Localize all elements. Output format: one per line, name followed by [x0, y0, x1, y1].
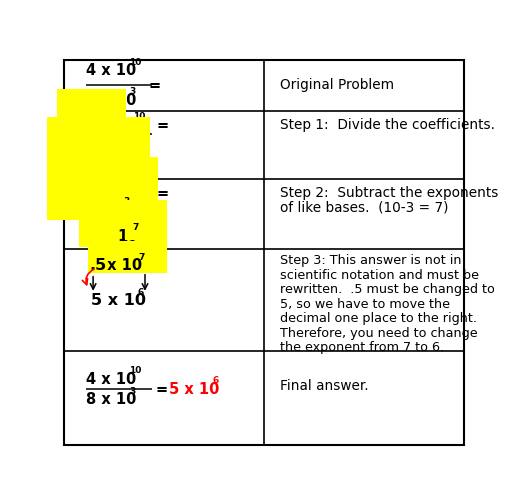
Text: 8 x 10: 8 x 10: [87, 92, 136, 108]
Text: 5 x 10: 5 x 10: [91, 293, 146, 308]
Text: x 10: x 10: [96, 118, 136, 133]
Text: 10: 10: [129, 366, 142, 376]
Text: =: =: [156, 118, 168, 133]
Text: decimal one place to the right.: decimal one place to the right.: [280, 312, 477, 325]
Text: the exponent from 7 to 6.: the exponent from 7 to 6.: [280, 341, 444, 354]
Text: 8: 8: [87, 135, 97, 150]
Text: 5 x 10: 5 x 10: [169, 382, 219, 397]
Text: =: =: [156, 186, 168, 200]
Text: x 10: x 10: [96, 135, 136, 150]
Text: 3: 3: [133, 130, 139, 138]
Text: 3: 3: [124, 197, 130, 206]
Text: 3: 3: [129, 387, 135, 396]
Text: 10: 10: [129, 58, 142, 67]
Text: 10: 10: [124, 180, 136, 189]
Text: 10: 10: [108, 202, 129, 218]
Text: Original Problem: Original Problem: [280, 78, 394, 92]
Text: 5, so we have to move the: 5, so we have to move the: [280, 298, 450, 311]
Text: 10: 10: [117, 229, 138, 244]
Text: .5: .5: [89, 258, 107, 274]
Text: 7: 7: [139, 253, 145, 262]
Text: Therefore, you need to change: Therefore, you need to change: [280, 326, 477, 340]
Text: x 10: x 10: [102, 258, 142, 274]
Text: 4 x: 4 x: [87, 186, 116, 200]
Text: .5 x: .5 x: [90, 229, 126, 244]
Text: rewritten.  .5 must be changed to: rewritten. .5 must be changed to: [280, 284, 495, 296]
Text: Final answer.: Final answer.: [280, 380, 369, 394]
Text: 10: 10: [108, 186, 129, 200]
Text: Step 3: This answer is not in: Step 3: This answer is not in: [280, 254, 461, 268]
Text: of like bases.  (10-3 = 7): of like bases. (10-3 = 7): [280, 200, 449, 214]
Text: 10: 10: [133, 112, 145, 122]
Text: 8 x 10: 8 x 10: [87, 392, 136, 407]
Text: =: =: [148, 78, 160, 93]
Text: 4 x 10: 4 x 10: [87, 64, 136, 78]
Text: 7: 7: [133, 224, 139, 232]
Text: 6: 6: [137, 288, 143, 296]
Text: 3: 3: [129, 87, 135, 96]
Text: Step 2:  Subtract the exponents: Step 2: Subtract the exponents: [280, 186, 499, 200]
Text: .5: .5: [90, 161, 106, 176]
Text: 4: 4: [87, 118, 96, 133]
Text: 8 x: 8 x: [87, 202, 116, 218]
Text: scientific notation and must be: scientific notation and must be: [280, 269, 479, 282]
Text: Step 1:  Divide the coefficients.: Step 1: Divide the coefficients.: [280, 118, 495, 132]
Text: 6: 6: [212, 376, 218, 386]
Text: =: =: [156, 382, 174, 397]
Text: 4 x 10: 4 x 10: [87, 372, 136, 387]
